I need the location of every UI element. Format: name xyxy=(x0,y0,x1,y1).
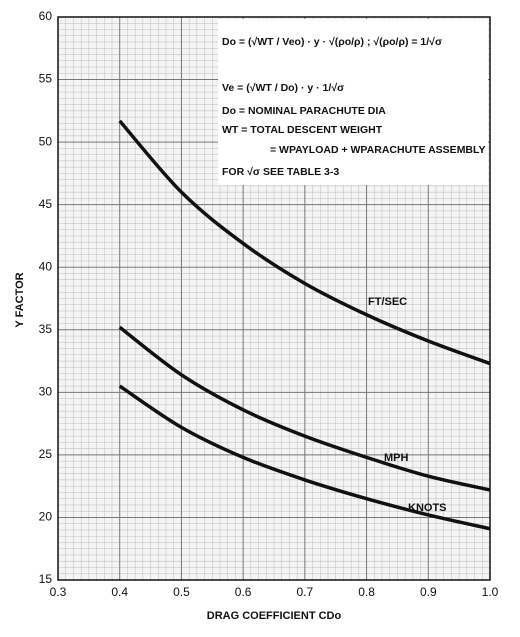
y-tick-label: 25 xyxy=(39,447,53,461)
curve xyxy=(118,325,491,492)
x-axis-label: DRAG COEFFICIENT CDo xyxy=(207,610,342,622)
x-tick-label: 0.5 xyxy=(173,585,190,599)
formula-line: = WPAYLOAD + WPARACHUTE ASSEMBLY xyxy=(270,144,485,156)
y-tick-label: 20 xyxy=(39,510,53,524)
y-tick-label: 35 xyxy=(39,322,53,336)
y-tick-label: 45 xyxy=(39,197,53,211)
y-axis-label: Y FACTOR xyxy=(14,272,26,327)
formula-line: Do = (√WT / Veo) · y · √(ρo/ρ) ; √(ρo/ρ)… xyxy=(222,36,442,48)
formula-line: Ve = (√WT / Do) · y · 1/√σ xyxy=(222,82,344,94)
x-tick-label: 0.7 xyxy=(297,585,314,599)
formula-box xyxy=(218,19,488,185)
curve xyxy=(118,384,491,531)
formula-line: Do = NOMINAL PARACHUTE DIA xyxy=(222,105,386,117)
curve-label: MPH xyxy=(384,452,409,464)
formula-line: FOR √σ SEE TABLE 3-3 xyxy=(222,166,339,178)
x-tick-label: 0.6 xyxy=(235,585,252,599)
curve xyxy=(118,119,491,366)
curve-label: KNOTS xyxy=(408,502,447,514)
x-tick-label: 0.9 xyxy=(420,585,437,599)
plot-frame xyxy=(57,16,491,581)
y-tick-label: 15 xyxy=(39,572,53,586)
formula-line: WT = TOTAL DESCENT WEIGHT xyxy=(222,124,383,136)
y-tick-label: 30 xyxy=(39,385,53,399)
x-tick-label: 1.0 xyxy=(482,585,499,599)
y-tick-label: 55 xyxy=(39,72,53,86)
y-tick-label: 50 xyxy=(39,134,53,148)
x-tick-label: 0.4 xyxy=(111,585,128,599)
y-tick-label: 60 xyxy=(39,9,53,23)
x-tick-label: 0.3 xyxy=(50,585,67,599)
y-tick-label: 40 xyxy=(39,259,53,273)
curve-label: FT/SEC xyxy=(368,296,407,308)
x-tick-label: 0.8 xyxy=(358,585,375,599)
